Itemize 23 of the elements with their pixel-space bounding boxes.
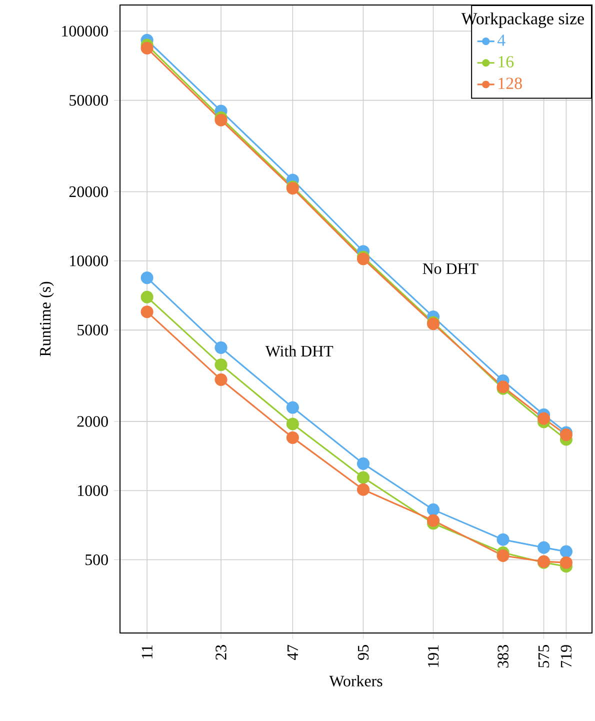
y-tick-label: 2000 (77, 416, 108, 427)
y-tick-label: 500 (86, 554, 108, 566)
y-tick-label: 5000 (78, 324, 108, 336)
x-tick-label: 383 (498, 645, 508, 668)
legend-label: 16 (498, 56, 514, 68)
y-tick-label: 100000 (62, 26, 108, 37)
y-tick-label: 20000 (69, 186, 108, 198)
x-axis-title: Workers (329, 675, 382, 687)
annotation: With DHT (265, 345, 334, 357)
x-tick-label: 11 (142, 645, 152, 658)
x-tick-label: 719 (560, 645, 572, 668)
legend-label: 128 (498, 78, 522, 90)
legend-label: 4 (497, 34, 506, 46)
y-axis-title: Runtime (s) (39, 282, 54, 356)
x-tick-label: 95 (358, 645, 369, 660)
annotation: No DHT (422, 263, 478, 274)
x-tick-label: 575 (538, 645, 550, 668)
x-tick-label: 47 (287, 644, 298, 660)
x-tick-label: 23 (216, 645, 226, 660)
y-tick-label: 10000 (70, 256, 108, 266)
y-tick-label: 50000 (70, 94, 108, 106)
y-tick-label: 1000 (78, 485, 108, 496)
x-tick-label: 191 (428, 645, 439, 667)
